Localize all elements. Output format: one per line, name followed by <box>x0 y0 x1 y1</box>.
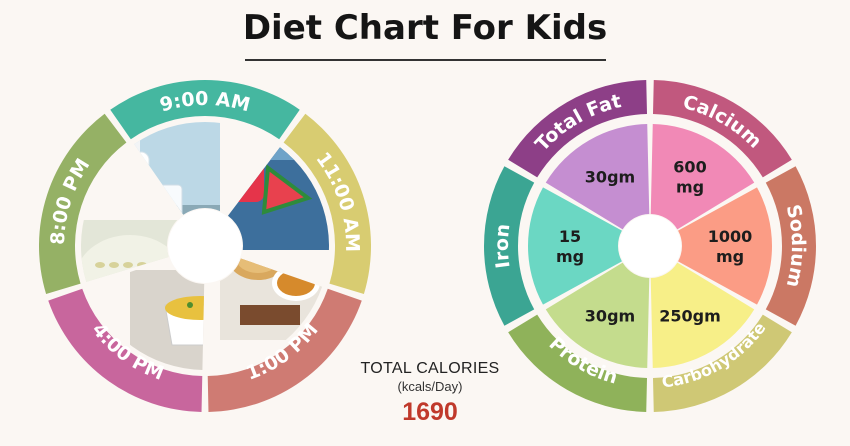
nutrient-ring-segment-total-fat <box>508 80 648 178</box>
nutrient-wheel-hub <box>619 215 681 277</box>
meal-ring-segment-8-00-pm <box>39 113 127 294</box>
nutrient-wedge-total-fat <box>545 124 650 230</box>
meal-ring-segment-11-00-am <box>283 113 371 294</box>
nutrient-wedge-iron <box>528 187 622 305</box>
nutrient-value-sodium: 1000 mg <box>708 227 753 266</box>
nutrient-ring-segment-protein <box>508 314 648 412</box>
meal-wheel-hub <box>168 209 242 283</box>
nutrient-wedge-protein <box>545 262 650 368</box>
nutrient-label-iron: Iron <box>491 223 515 270</box>
page-title: Diet Chart For Kids <box>242 8 608 48</box>
nutrient-value-iron: 15 mg <box>556 227 584 266</box>
nutrient-ring-segment-calcium <box>652 80 792 178</box>
nutrient-value-protein: 30gm <box>585 306 635 325</box>
total-calories-label: TOTAL CALORIES <box>360 360 500 377</box>
nutrient-ring-segment-sodium <box>765 166 816 326</box>
calories-unit: (kcals/Day) <box>397 379 463 394</box>
title-underline <box>245 59 606 61</box>
total-calories: TOTAL CALORIES (kcals/Day) 1690 <box>345 360 515 427</box>
nutrient-ring-segment-carbohydrate <box>652 314 792 412</box>
nutrient-wedge-calcium <box>650 124 755 230</box>
nutrient-value-calcium: 600 mg <box>673 158 706 197</box>
meal-ring-segment-4-00-pm <box>48 288 203 412</box>
meal-ring-segment-1-00-pm <box>207 288 362 412</box>
meal-ring-segment-9-00-am <box>110 80 300 140</box>
nutrient-wedge-carbohydrate <box>650 262 755 368</box>
nutrient-ring-segment-iron <box>484 166 535 326</box>
calories-value: 1690 <box>402 398 458 426</box>
nutrient-value-total-fat: 30gm <box>585 168 635 187</box>
nutrient-value-carbohydrate: 250gm <box>659 306 721 325</box>
nutrient-wedge-sodium <box>678 187 772 305</box>
